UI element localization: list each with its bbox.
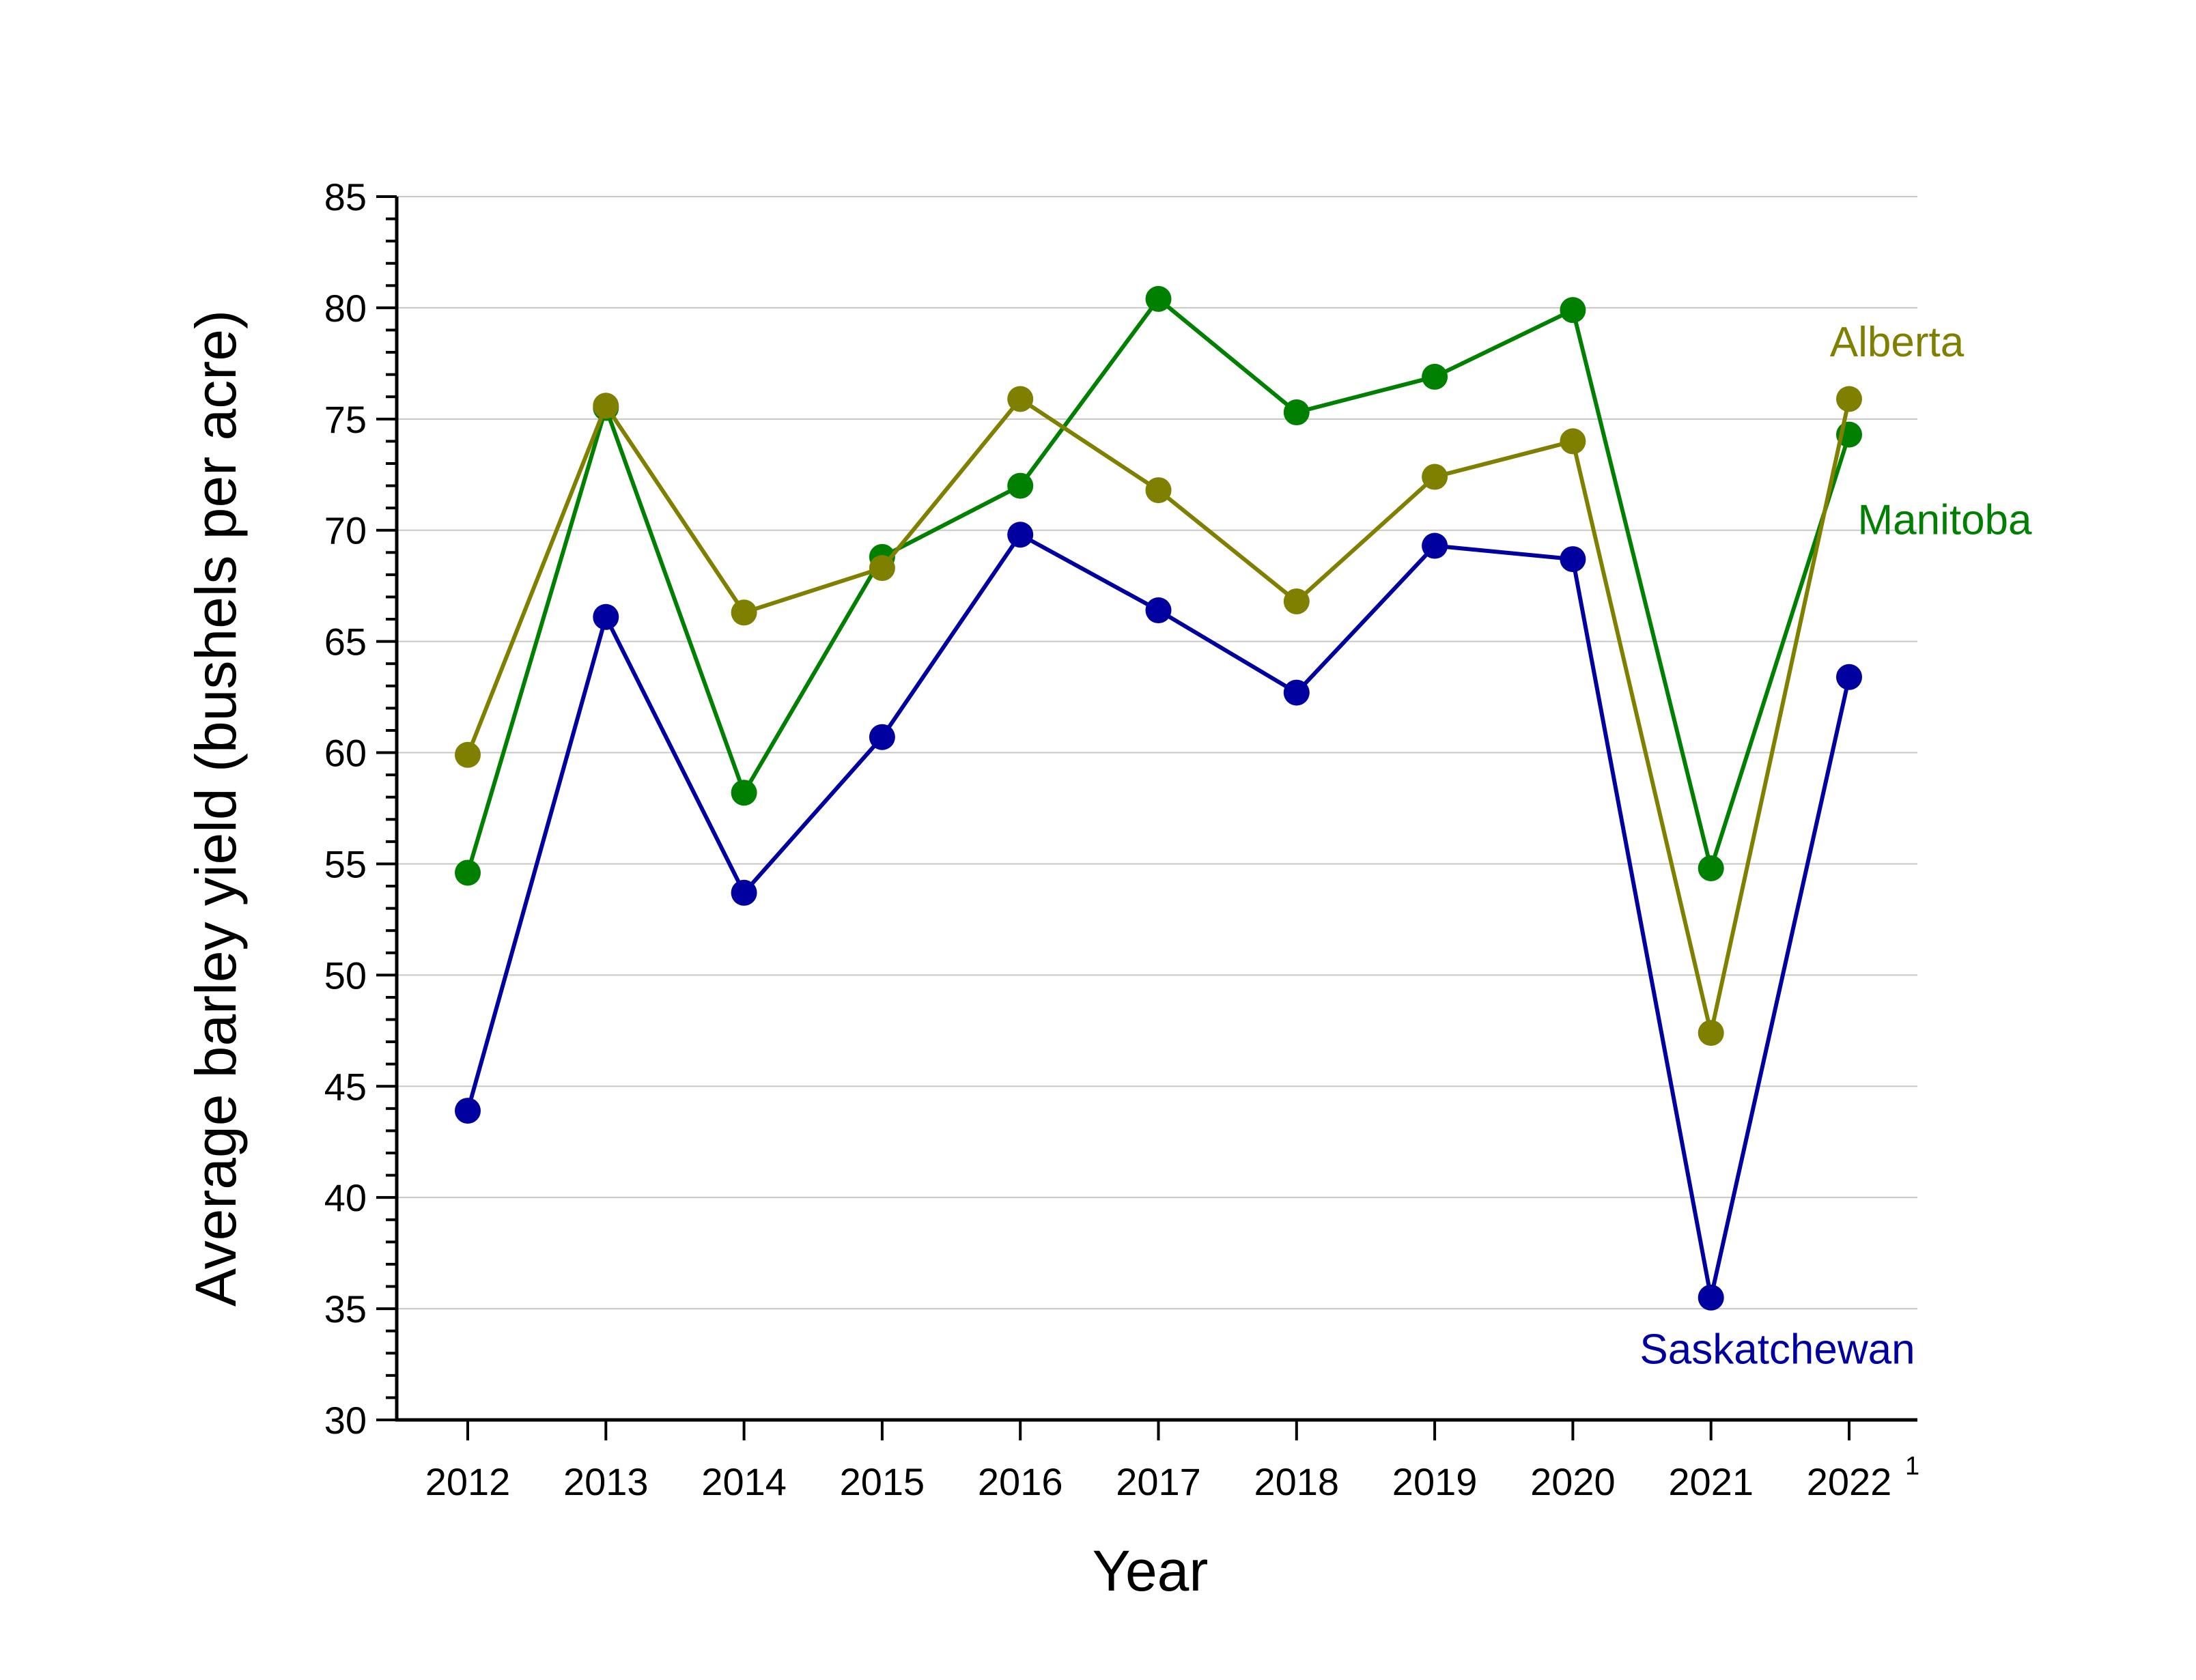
- point-alberta-2020: [1560, 428, 1586, 455]
- y-tick-label: 45: [324, 1065, 367, 1108]
- series-label-alberta: Alberta: [1830, 319, 1965, 366]
- point-alberta-2019: [1422, 464, 1448, 490]
- point-alberta-2021: [1698, 1020, 1724, 1047]
- point-saskatchewan-2014: [731, 879, 757, 906]
- point-manitoba-2019: [1422, 363, 1448, 390]
- point-alberta-2014: [731, 599, 757, 626]
- y-tick-label: 30: [324, 1399, 367, 1442]
- axis-labels: 30 35 40 45 50 55 60 65 70 75 80 85 2012 2013 2014 2015…: [324, 175, 2032, 1503]
- y-tick-label: 70: [324, 509, 367, 552]
- x-tick-label: 2012: [425, 1460, 511, 1503]
- x-tick-label: 2017: [1116, 1460, 1201, 1503]
- point-alberta-2015: [869, 555, 895, 582]
- point-manitoba-2018: [1283, 399, 1310, 426]
- x-tick-label: 2014: [701, 1460, 787, 1503]
- point-alberta-2022: [1836, 386, 1862, 412]
- x-tick-label: 2016: [978, 1460, 1063, 1503]
- y-tick-label: 60: [324, 732, 367, 775]
- point-alberta-2012: [455, 741, 481, 768]
- x-tick-label: 2021: [1668, 1460, 1754, 1503]
- point-saskatchewan-2016: [1007, 522, 1034, 548]
- x-tick-footnote: 1: [1905, 1452, 1919, 1481]
- y-tick-label: 75: [324, 398, 367, 441]
- point-saskatchewan-2018: [1283, 679, 1310, 706]
- y-axis-title: Average barley yield (bushels per acre): [184, 310, 248, 1307]
- point-alberta-2013: [593, 393, 619, 419]
- point-saskatchewan-2015: [869, 724, 895, 750]
- point-manitoba-2021: [1698, 855, 1724, 881]
- y-tick-label: 35: [324, 1287, 367, 1330]
- y-tick-label: 50: [324, 954, 367, 997]
- x-tick-label: 2019: [1392, 1460, 1478, 1503]
- point-manitoba-2020: [1560, 297, 1586, 324]
- point-manitoba-2016: [1007, 472, 1034, 499]
- x-tick-label: 2018: [1254, 1460, 1340, 1503]
- point-saskatchewan-2020: [1560, 546, 1586, 573]
- point-manitoba-2012: [455, 859, 481, 886]
- point-manitoba-2017: [1145, 285, 1172, 312]
- x-axis-title: Year: [1093, 1539, 1209, 1603]
- point-saskatchewan-2012: [455, 1098, 481, 1124]
- x-tick-label: 2022: [1807, 1460, 1892, 1503]
- y-tick-label: 55: [324, 842, 367, 885]
- x-tick-label: 2015: [840, 1460, 925, 1503]
- point-saskatchewan-2013: [593, 603, 619, 630]
- point-saskatchewan-2022: [1836, 664, 1862, 690]
- point-saskatchewan-2019: [1422, 532, 1448, 559]
- point-alberta-2017: [1145, 477, 1172, 504]
- point-manitoba-2014: [731, 780, 757, 806]
- y-tick-label: 65: [324, 621, 367, 664]
- point-alberta-2016: [1007, 386, 1034, 412]
- x-tick-label: 2013: [563, 1460, 649, 1503]
- point-alberta-2018: [1283, 588, 1310, 614]
- x-tick-label: 2020: [1530, 1460, 1616, 1503]
- series-label-manitoba: Manitoba: [1857, 496, 2032, 543]
- series-label-saskatchewan: Saskatchewan: [1639, 1326, 1915, 1373]
- point-saskatchewan-2017: [1145, 597, 1172, 624]
- y-tick-label: 40: [324, 1176, 367, 1219]
- y-tick-label: 80: [324, 287, 367, 330]
- point-saskatchewan-2021: [1698, 1284, 1724, 1311]
- series-group: [455, 285, 1862, 1311]
- axes: [376, 195, 1917, 1440]
- y-tick-label: 85: [324, 175, 367, 218]
